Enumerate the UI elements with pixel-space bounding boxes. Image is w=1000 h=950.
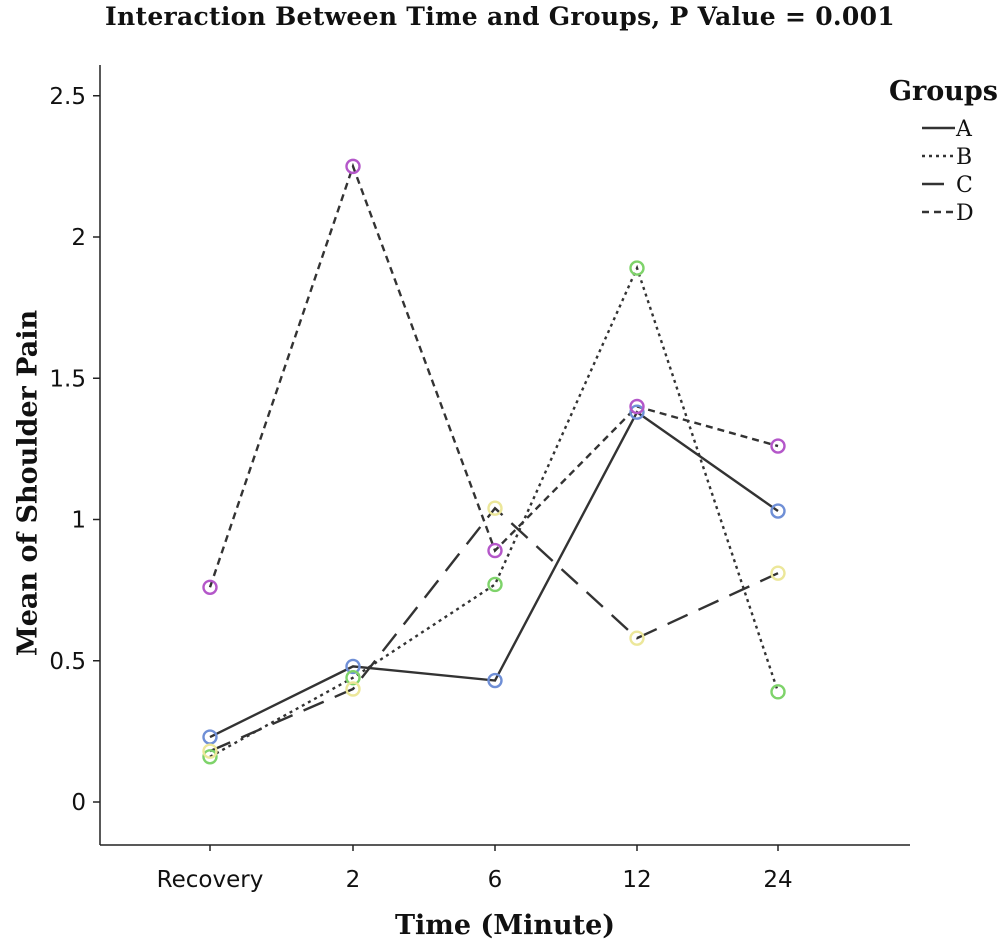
data-point-a — [345, 658, 361, 675]
data-point-c — [487, 500, 503, 516]
legend-label-b: B — [956, 145, 972, 170]
y-tick-label: 0 — [71, 790, 86, 816]
y-tick-label: 1.5 — [49, 366, 86, 392]
y-axis-label: Mean of Shoulder Pain — [12, 309, 44, 657]
series-line-a — [209, 410, 779, 739]
data-point-b — [629, 260, 645, 276]
data-point-d — [629, 398, 645, 415]
legend-label-a: A — [955, 117, 973, 142]
data-point-b — [770, 684, 786, 700]
data-point-b — [487, 576, 503, 593]
data-point-c — [629, 630, 645, 646]
y-tick-label: 2.5 — [49, 84, 86, 110]
y-tick-label: 2 — [71, 225, 86, 251]
data-point-c — [345, 681, 361, 697]
x-axis-label: Time (Minute) — [394, 910, 616, 941]
x-tick-label: Recovery — [157, 867, 264, 893]
data-point-d — [770, 438, 786, 454]
legend-label-d: D — [956, 201, 974, 226]
series-layer — [202, 158, 786, 765]
series-line-b — [209, 264, 780, 758]
data-point-a — [770, 503, 786, 519]
x-tick-label: 12 — [622, 867, 651, 893]
x-tick-label: 6 — [488, 867, 503, 893]
y-tick-label: 0.5 — [49, 649, 86, 675]
legend-label-c: C — [956, 173, 973, 198]
data-point-d — [487, 542, 503, 559]
data-point-c — [202, 743, 218, 759]
chart-title: Interaction Between Time and Groups, P V… — [105, 2, 895, 31]
data-point-c — [770, 565, 786, 581]
data-point-b — [202, 749, 218, 765]
series-line-c — [209, 506, 779, 753]
series-line-d — [208, 162, 779, 588]
legend-title: Groups — [889, 76, 999, 107]
axes: 0 0.5 1 1.5 2 2.5 Recovery 2 6 12 24 — [49, 65, 910, 893]
x-tick-label: 24 — [763, 867, 792, 893]
x-tick-label: 2 — [346, 867, 361, 893]
data-point-a — [629, 404, 645, 420]
y-tick-label: 1 — [71, 508, 86, 534]
data-point-b — [345, 670, 361, 686]
data-point-a — [487, 672, 503, 689]
data-point-d — [202, 579, 218, 595]
data-point-d — [345, 158, 361, 175]
